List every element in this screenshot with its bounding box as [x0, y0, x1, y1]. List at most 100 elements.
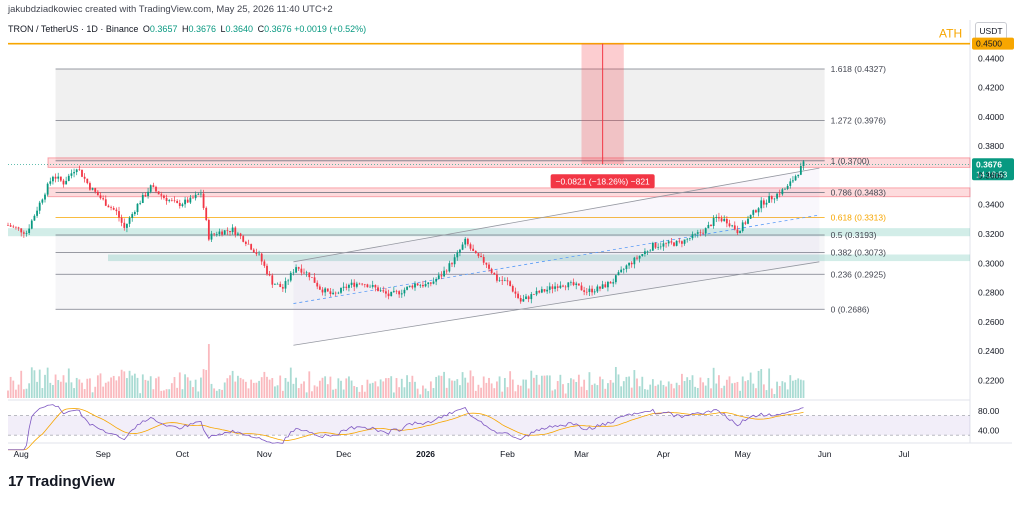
volume-bar — [715, 383, 718, 398]
symbol-name[interactable]: TRON / TetherUS · 1D · Binance — [8, 24, 139, 34]
price-tick-4: 0.3600 — [978, 170, 1004, 180]
volume-bar — [414, 381, 416, 398]
candle-body — [472, 248, 475, 251]
volume-bar — [104, 382, 107, 398]
volume-bar — [390, 376, 393, 398]
close-value: 0.3676 — [264, 24, 292, 34]
volume-bar — [678, 385, 681, 398]
candle-body — [747, 218, 749, 224]
volume-bar — [768, 368, 771, 398]
volume-bar — [638, 386, 641, 398]
rsi-tick-0: 80.00 — [978, 406, 1000, 416]
measure-badge — [550, 174, 655, 189]
volume-bar — [247, 388, 250, 398]
volume-bar — [223, 382, 226, 398]
volume-bar — [147, 380, 149, 398]
volume-bar — [12, 380, 15, 398]
volume-bar — [702, 382, 704, 398]
volume-bar — [543, 375, 546, 398]
volume-bar — [94, 386, 97, 398]
volume-bar — [437, 375, 440, 398]
volume-bar — [266, 376, 268, 398]
symbol-legend[interactable]: TRON / TetherUS · 1D · Binance O0.3657 H… — [8, 24, 366, 34]
volume-bar — [342, 389, 345, 398]
volume-bar — [630, 387, 633, 398]
volume-bar — [38, 369, 41, 398]
low-value: 0.3640 — [225, 24, 254, 34]
fib-label-4: 0.618 (0.3313) — [831, 212, 886, 222]
volume-bar — [683, 381, 686, 398]
volume-bar — [752, 383, 755, 398]
candle-body — [342, 286, 345, 288]
volume-bar — [149, 376, 152, 398]
fib-label-8: 0 (0.2686) — [831, 304, 870, 314]
volume-bar — [789, 375, 792, 398]
volume-bar — [33, 370, 36, 398]
candle-body — [429, 282, 432, 284]
volume-bar — [588, 372, 591, 398]
volume-bar — [118, 376, 120, 398]
volume-bar — [110, 377, 112, 398]
volume-bar — [271, 378, 274, 398]
candle-body — [213, 233, 216, 235]
candle-body — [337, 292, 340, 294]
candle-body — [118, 211, 120, 218]
candle-body — [448, 263, 451, 272]
candle-body — [694, 233, 697, 235]
volume-bar — [326, 384, 329, 398]
candle-body — [776, 193, 778, 199]
volume-bar — [736, 381, 739, 398]
volume-bar — [422, 385, 424, 398]
volume-bar — [707, 377, 710, 398]
candle-body — [168, 200, 171, 202]
volume-bar — [770, 388, 773, 398]
volume-bar — [699, 377, 702, 398]
candle-body — [556, 286, 559, 288]
volume-bar — [493, 388, 496, 398]
candle-body — [36, 210, 38, 216]
volume-bar — [723, 385, 726, 398]
candle-body — [564, 286, 567, 288]
candle-body — [186, 199, 189, 203]
candle-body — [551, 286, 554, 289]
volume-bar — [62, 375, 65, 398]
volume-bar — [673, 388, 675, 398]
volume-bar — [297, 388, 300, 398]
price-tick-9: 0.2600 — [978, 317, 1004, 327]
volume-bar — [263, 371, 266, 398]
candle-body — [596, 286, 599, 292]
candle-body — [274, 284, 276, 285]
volume-bar — [607, 383, 609, 398]
volume-bar — [601, 379, 604, 398]
volume-bar — [165, 389, 168, 398]
candle-body — [400, 293, 403, 295]
candle-body — [78, 169, 81, 171]
volume-bar — [469, 370, 472, 398]
candle-body — [202, 193, 205, 208]
candle-body — [609, 281, 612, 284]
candle-body — [802, 161, 805, 167]
candle-body — [332, 292, 334, 295]
price-tick-0: 0.4400 — [978, 53, 1004, 63]
volume-bar — [332, 389, 334, 398]
volume-bar — [75, 377, 78, 398]
candle-body — [345, 286, 348, 288]
candle-body — [591, 288, 593, 293]
candle-body — [231, 227, 234, 233]
volume-bar — [279, 375, 282, 398]
volume-bar — [657, 384, 660, 398]
candle-body — [81, 169, 83, 177]
volume-bar — [387, 378, 390, 398]
volume-bar — [538, 384, 541, 398]
volume-bar — [696, 387, 699, 398]
volume-bar — [274, 386, 276, 398]
candle-body — [419, 284, 422, 286]
volume-bar — [570, 378, 572, 398]
tradingview-brand[interactable]: 17 TradingView — [8, 473, 115, 490]
volume-bar — [41, 388, 44, 398]
change-value: +0.0019 (+0.52%) — [294, 24, 367, 34]
candle-body — [620, 269, 623, 273]
candle-body — [585, 291, 588, 293]
candle-body — [321, 289, 324, 293]
